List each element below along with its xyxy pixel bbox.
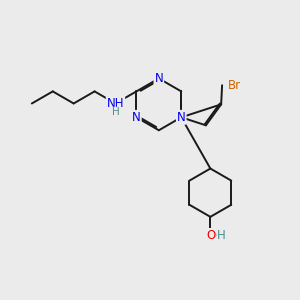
Text: Br: Br bbox=[227, 79, 241, 92]
Text: N: N bbox=[154, 72, 163, 85]
Text: NH: NH bbox=[107, 97, 124, 110]
Text: N: N bbox=[177, 111, 186, 124]
Text: H: H bbox=[112, 107, 120, 117]
Text: N: N bbox=[132, 111, 141, 124]
Text: H: H bbox=[217, 229, 226, 242]
Text: O: O bbox=[206, 229, 216, 242]
